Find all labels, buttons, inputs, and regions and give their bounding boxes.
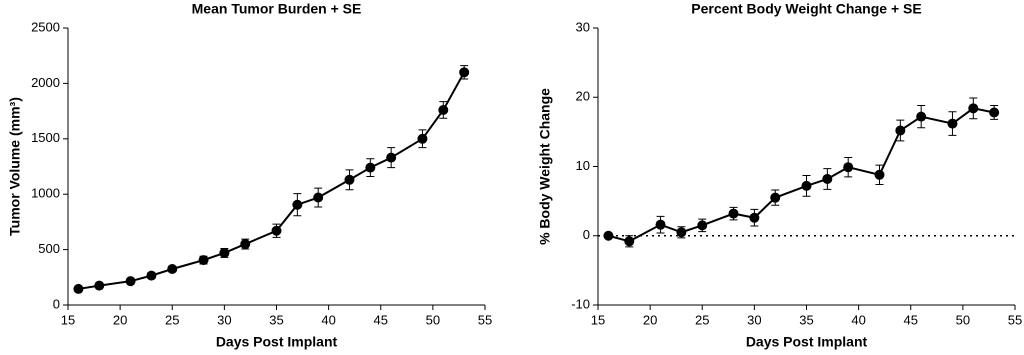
data-line — [78, 71, 466, 290]
x-tick-label: 45 — [374, 312, 388, 327]
data-point — [989, 107, 1000, 118]
data-point — [749, 212, 760, 223]
data-point — [167, 263, 178, 274]
x-tick-label: 25 — [695, 312, 709, 327]
y-tick-label: 2500 — [31, 19, 60, 34]
y-tick-label: 1000 — [31, 186, 60, 201]
x-tick-label: 45 — [904, 312, 918, 327]
data-point — [676, 227, 687, 238]
x-tick-label: 30 — [747, 312, 761, 327]
y-tick-label: 20 — [576, 89, 590, 104]
x-tick-label: 25 — [165, 312, 179, 327]
data-point — [843, 162, 854, 173]
data-point — [344, 174, 355, 185]
data-point — [947, 118, 958, 129]
data-point — [770, 192, 781, 203]
x-tick-label: 20 — [113, 312, 127, 327]
data-point — [73, 283, 84, 294]
x-tick-label: 15 — [591, 312, 605, 327]
data-point — [801, 180, 812, 191]
data-point — [459, 67, 470, 78]
x-tick-label: 55 — [478, 312, 492, 327]
x-tick-label: 15 — [61, 312, 75, 327]
y-tick-label: -10 — [571, 296, 590, 311]
x-tick-label: 20 — [643, 312, 657, 327]
x-tick-label: 35 — [269, 312, 283, 327]
x-axis-label: Days Post Implant — [216, 334, 338, 350]
x-tick-label: 40 — [321, 312, 335, 327]
y-tick-label: 2000 — [31, 75, 60, 90]
data-point — [874, 169, 885, 180]
data-point — [822, 173, 833, 184]
y-tick-label: 0 — [53, 296, 60, 311]
data-point — [125, 276, 136, 287]
x-tick-label: 50 — [956, 312, 970, 327]
y-axis-label: % Body Weight Change — [537, 88, 553, 245]
y-tick-label: 10 — [576, 158, 590, 173]
data-point — [438, 104, 449, 115]
data-point — [313, 192, 324, 203]
data-point — [655, 219, 666, 230]
chart-title: Mean Tumor Burden + SE — [192, 1, 362, 17]
x-tick-label: 35 — [799, 312, 813, 327]
data-point — [198, 255, 209, 266]
data-point — [146, 270, 157, 281]
x-tick-label: 55 — [1008, 312, 1022, 327]
data-point — [94, 280, 105, 291]
data-point — [895, 125, 906, 136]
data-point — [968, 103, 979, 114]
x-tick-label: 30 — [217, 312, 231, 327]
y-axis-label: Tumor Volume (mm³) — [7, 97, 23, 236]
y-tick-label: 0 — [583, 227, 590, 242]
data-point — [292, 199, 303, 210]
data-point — [271, 225, 282, 236]
y-tick-label: 1500 — [31, 130, 60, 145]
data-point — [219, 247, 230, 258]
y-tick-label: 30 — [576, 19, 590, 34]
x-axis-label: Days Post Implant — [746, 334, 868, 350]
y-tick-label: 500 — [38, 241, 60, 256]
data-point — [697, 220, 708, 231]
x-tick-label: 40 — [851, 312, 865, 327]
data-point — [916, 111, 927, 122]
chart-title: Percent Body Weight Change + SE — [691, 1, 921, 17]
data-point — [386, 152, 397, 163]
data-point — [365, 162, 376, 173]
data-line — [608, 107, 995, 243]
data-point — [624, 236, 635, 247]
data-point — [417, 133, 428, 144]
data-point — [603, 230, 614, 241]
data-point — [240, 239, 251, 250]
data-point — [728, 208, 739, 219]
x-tick-label: 50 — [426, 312, 440, 327]
